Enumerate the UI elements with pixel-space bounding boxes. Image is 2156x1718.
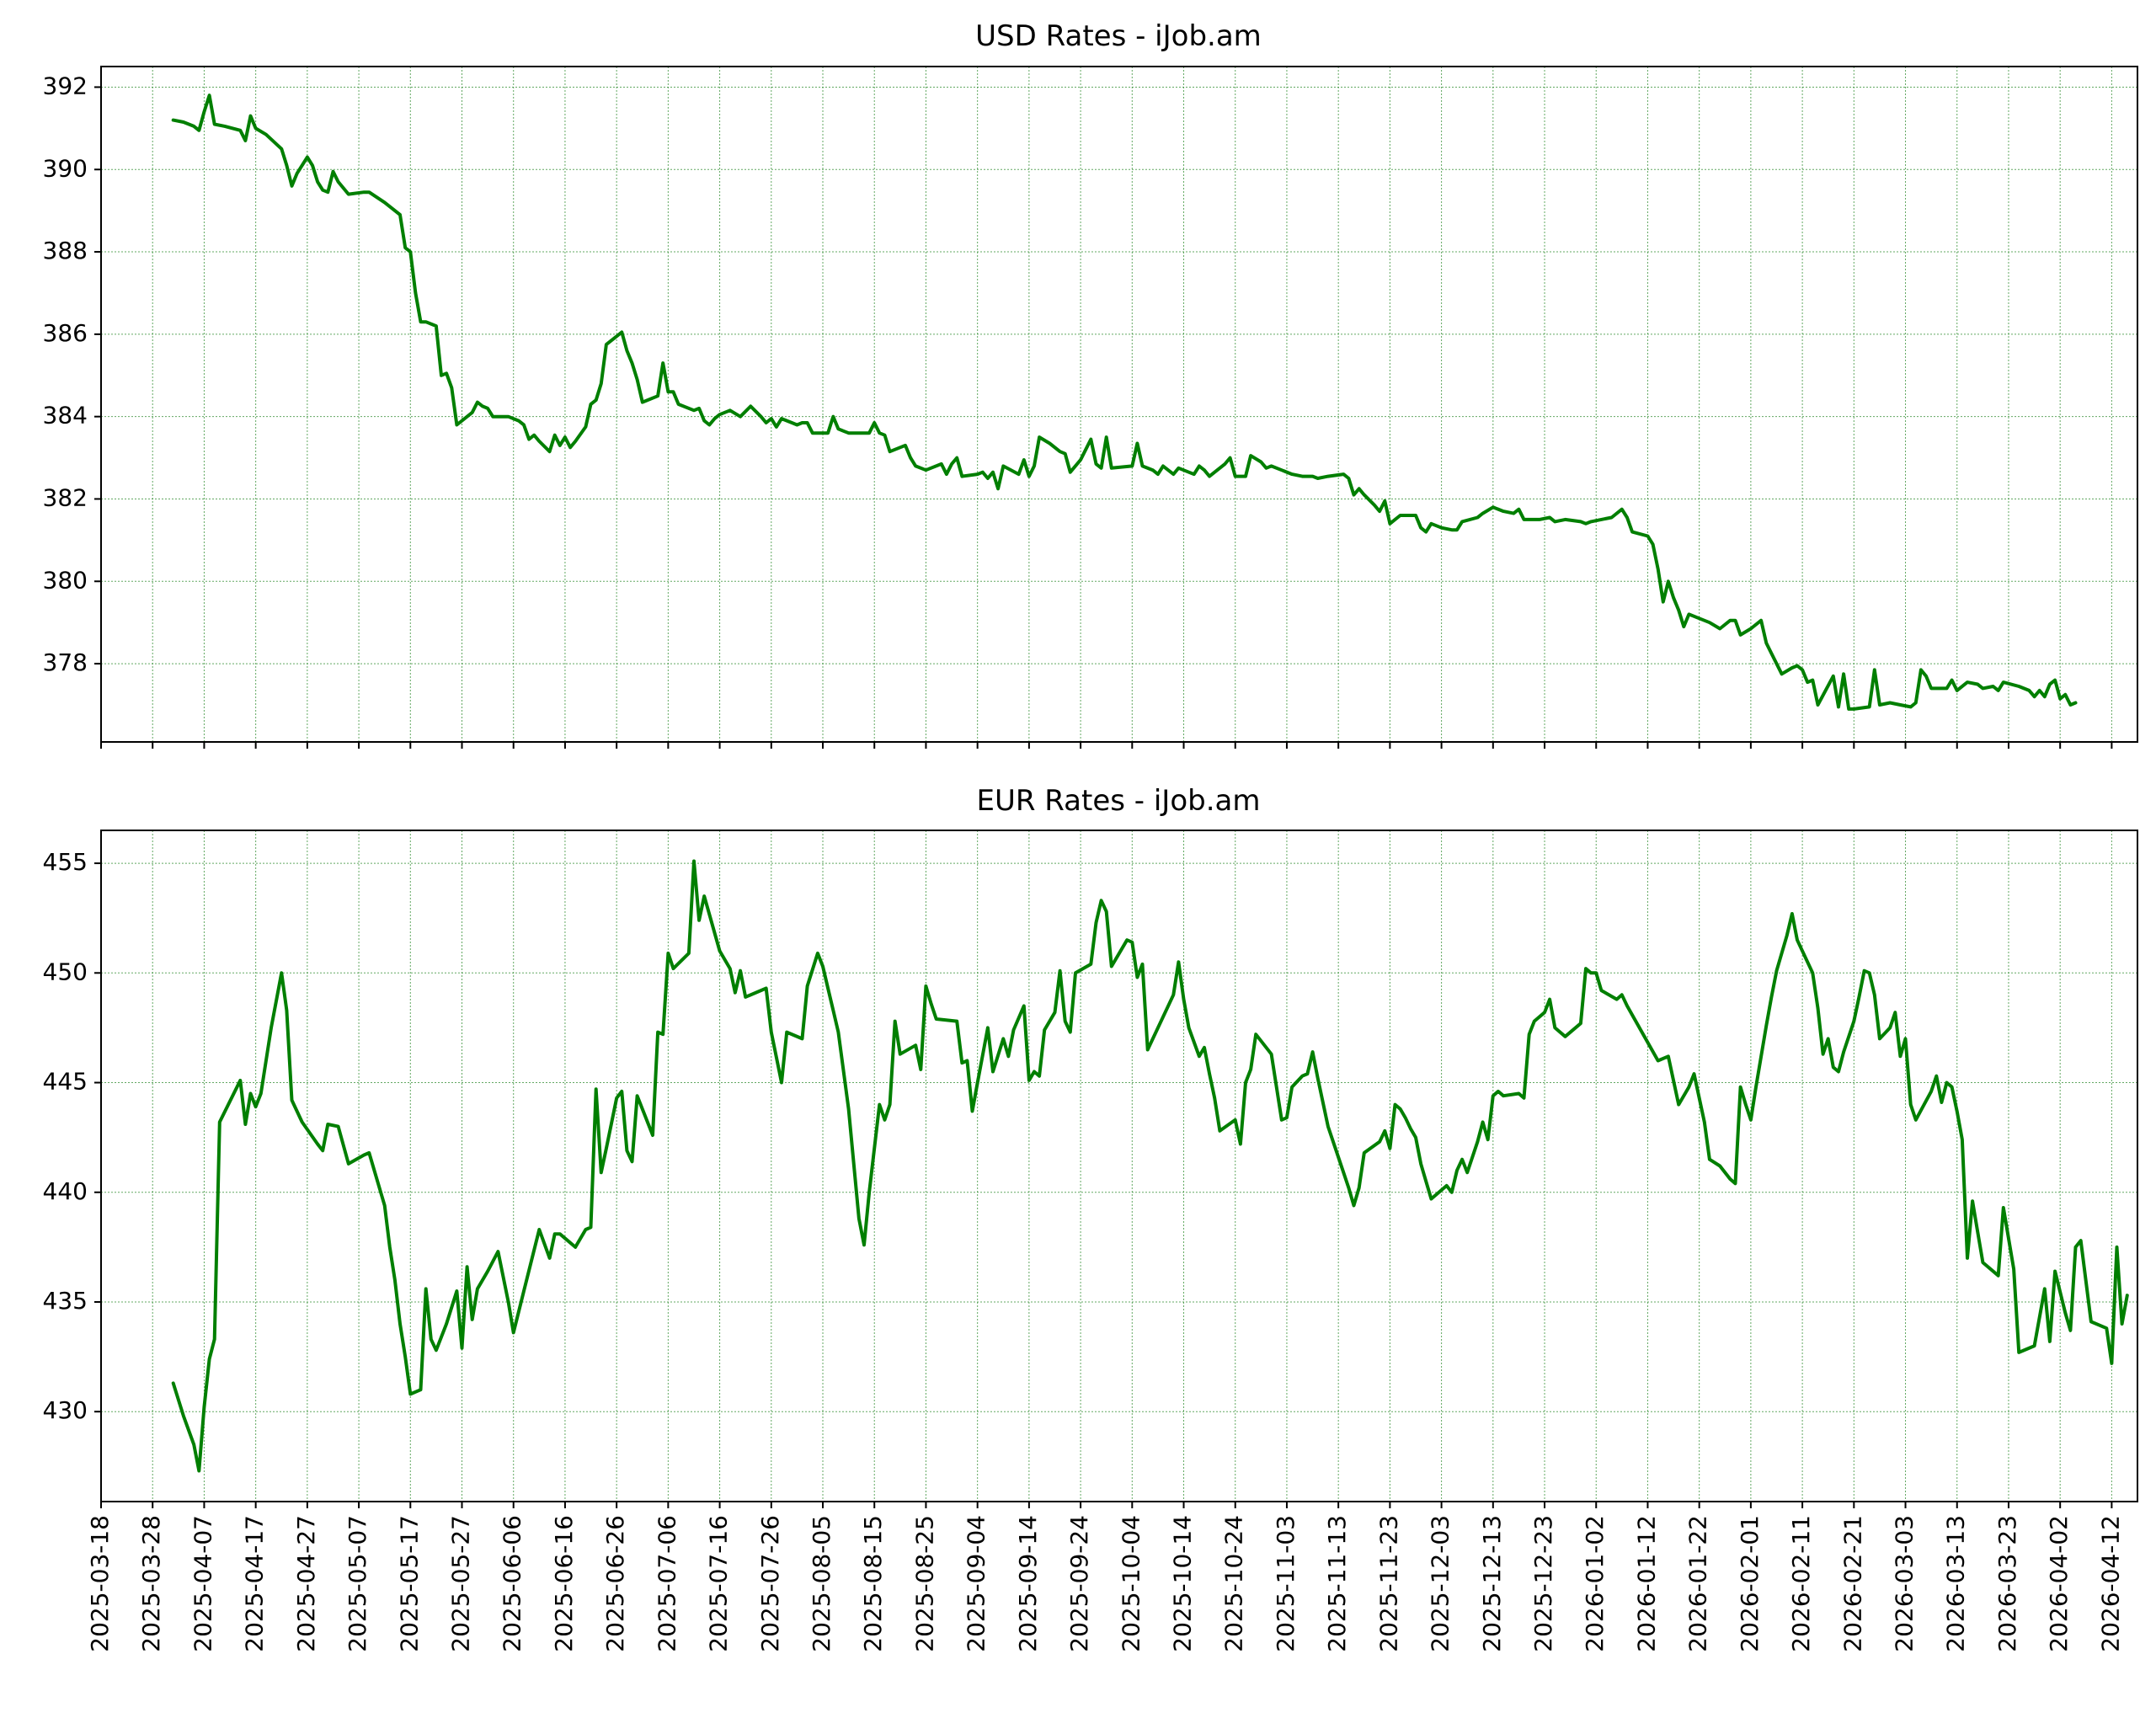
eur-x-tick-label: 2025-06-26	[601, 1515, 629, 1652]
eur-x-tick-label: 2025-05-17	[395, 1515, 423, 1652]
usd-y-tick-label: 388	[43, 237, 88, 264]
eur-x-tick-label: 2025-07-16	[705, 1515, 733, 1652]
eur-x-tick-label: 2025-11-23	[1374, 1515, 1402, 1652]
eur-x-tick-label: 2025-05-07	[344, 1515, 371, 1652]
eur-x-tick-label: 2026-03-03	[1891, 1515, 1919, 1652]
eur-x-tick-label: 2025-08-05	[808, 1515, 835, 1652]
eur-y-tick-label: 455	[43, 848, 88, 876]
eur-x-tick-label: 2026-01-02	[1581, 1515, 1609, 1652]
usd-y-tick-label: 392	[43, 72, 88, 99]
eur-y-tick-label: 450	[43, 958, 88, 985]
eur-y-tick-label: 435	[43, 1287, 88, 1315]
eur-x-tick-label: 2026-04-12	[2096, 1515, 2124, 1652]
eur-x-tick-label: 2025-09-04	[963, 1515, 990, 1652]
usd-y-tick-label: 380	[43, 566, 88, 594]
eur-x-tick-label: 2025-07-06	[653, 1515, 680, 1652]
eur-x-tick-label: 2025-07-26	[756, 1515, 784, 1652]
usd-rate-line	[171, 93, 2078, 711]
eur-x-tick-label: 2025-11-13	[1323, 1515, 1351, 1652]
eur-x-tick-label: 2025-12-23	[1529, 1515, 1557, 1652]
usd-rates-panel: USD Rates - iJob.am 378 380 382 384 386 388 39…	[43, 19, 2138, 749]
eur-x-tick-label: 2025-12-03	[1427, 1515, 1454, 1652]
eur-x-tick-label: 2026-03-13	[1942, 1515, 1970, 1652]
eur-x-tick-label: 2025-06-06	[499, 1515, 526, 1652]
eur-x-tick-label: 2025-11-03	[1272, 1515, 1299, 1652]
eur-x-tick-label: 2025-10-04	[1117, 1515, 1145, 1652]
eur-x-tick-label: 2025-10-24	[1220, 1515, 1248, 1652]
eur-x-tick-label: 2025-03-18	[86, 1515, 114, 1652]
usd-plot-frame	[100, 66, 2138, 743]
eur-x-tick-label: 2025-10-14	[1169, 1515, 1197, 1652]
eur-x-tick-label: 2025-04-27	[292, 1515, 320, 1652]
eur-x-tick-label: 2025-08-25	[910, 1515, 938, 1652]
eur-x-tick-label: 2025-08-15	[859, 1515, 887, 1652]
usd-chart-title: USD Rates - iJob.am	[975, 19, 1262, 53]
eur-x-tick-label: 2025-06-16	[550, 1515, 578, 1652]
eur-rates-panel: EUR Rates - iJob.am 2025-03-18 2025-03-28…	[43, 784, 2138, 1652]
eur-x-tick-label: 2025-09-14	[1014, 1515, 1042, 1652]
eur-x-tick-label: 2026-03-23	[1993, 1515, 2021, 1652]
eur-x-tick-label: 2026-01-12	[1632, 1515, 1660, 1652]
eur-rate-line	[171, 859, 2129, 1473]
usd-y-tick-label: 386	[43, 319, 88, 347]
usd-y-tick-label: 384	[43, 402, 88, 430]
eur-x-tick-label: 2025-05-27	[447, 1515, 475, 1652]
eur-y-tick-label: 430	[43, 1396, 88, 1424]
eur-x-tick-label: 2026-01-22	[1684, 1515, 1712, 1652]
eur-chart-title: EUR Rates - iJob.am	[977, 784, 1261, 818]
eur-x-tick-label: 2026-02-11	[1787, 1515, 1815, 1652]
eur-x-tick-label: 2026-02-21	[1838, 1515, 1866, 1652]
eur-y-tick-label: 445	[43, 1068, 88, 1096]
eur-x-tick-label: 2025-09-24	[1065, 1515, 1093, 1652]
eur-x-tick-label: 2025-12-13	[1478, 1515, 1506, 1652]
eur-x-tick-label: 2025-04-17	[241, 1515, 269, 1652]
eur-plot-frame	[100, 830, 2138, 1502]
eur-y-tick-label: 440	[43, 1177, 88, 1205]
eur-x-tick-label: 2025-03-28	[137, 1515, 165, 1652]
usd-y-tick-label: 390	[43, 154, 88, 182]
eur-x-tick-label: 2025-04-07	[189, 1515, 216, 1652]
eur-x-tick-label: 2026-02-01	[1736, 1515, 1764, 1652]
eur-x-tick-label: 2026-04-02	[2045, 1515, 2073, 1652]
usd-y-tick-label: 382	[43, 483, 88, 511]
usd-y-tick-label: 378	[43, 648, 88, 676]
